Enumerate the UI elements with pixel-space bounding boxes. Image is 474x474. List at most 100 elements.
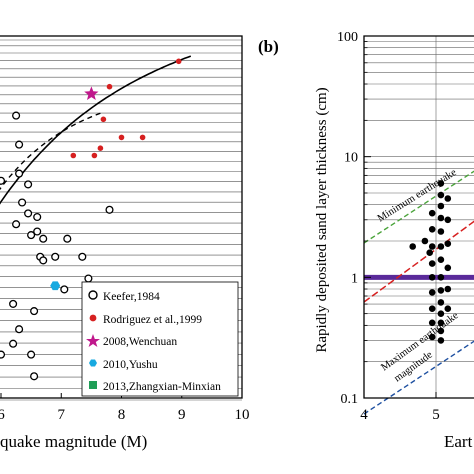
star-marker-icon bbox=[86, 334, 100, 347]
data-point-keefer bbox=[9, 339, 18, 348]
data-point bbox=[444, 264, 452, 272]
y-tick-label: 1 bbox=[351, 271, 358, 286]
data-point-rodriguez bbox=[100, 116, 107, 123]
data-point-keefer bbox=[84, 274, 93, 283]
data-point-keefer bbox=[24, 209, 33, 218]
upper-bound-curve-dashed bbox=[0, 112, 101, 191]
panel-b-y-ticks: 0.1 1 10 100 bbox=[337, 30, 371, 407]
data-point bbox=[437, 202, 445, 210]
hexagon-marker-icon bbox=[89, 359, 97, 367]
data-point-rodriguez bbox=[118, 134, 125, 141]
data-point bbox=[426, 249, 434, 256]
data-point bbox=[437, 337, 445, 344]
data-point-rodriguez bbox=[139, 134, 146, 141]
data-point bbox=[437, 243, 445, 250]
data-point-keefer bbox=[39, 256, 48, 265]
data-point bbox=[428, 289, 436, 296]
y-tick-label: 0.1 bbox=[341, 392, 359, 407]
panel-a: 6 7 8 9 10 Keefer,1984 Rodriguez et al.,1999… bbox=[0, 35, 250, 451]
data-point bbox=[437, 287, 445, 294]
panel-b-points bbox=[409, 180, 452, 344]
y-tick-label: 10 bbox=[344, 151, 358, 166]
legend-box bbox=[81, 281, 239, 397]
data-point bbox=[437, 319, 445, 327]
data-point bbox=[444, 285, 452, 293]
x-tick-label: 5 bbox=[432, 407, 440, 423]
panel-b-label: (b) bbox=[258, 37, 279, 56]
legend-label: Rodriguez et al.,1999 bbox=[103, 314, 202, 326]
data-point bbox=[428, 274, 436, 281]
data-point-keefer bbox=[12, 111, 21, 120]
data-point-keefer bbox=[33, 227, 42, 236]
data-point-keefer bbox=[30, 307, 39, 316]
data-point bbox=[444, 305, 452, 313]
data-point-keefer bbox=[51, 252, 60, 261]
data-point bbox=[444, 216, 452, 224]
data-point bbox=[437, 180, 445, 187]
panel-a-x-axis-label: quake magnitude (M) bbox=[0, 432, 147, 451]
upper-bound-curve-solid bbox=[0, 55, 192, 205]
x-tick-label: 8 bbox=[118, 407, 126, 423]
data-point bbox=[421, 237, 429, 245]
data-point-keefer bbox=[105, 205, 114, 214]
data-point-rodriguez bbox=[175, 58, 182, 65]
legend-label: 2013,Zhangxian-Minxian bbox=[103, 381, 221, 393]
red-dot-marker-icon bbox=[89, 314, 97, 322]
legend-label: Keefer,1984 bbox=[103, 291, 160, 303]
legend-item-wenchuan: 2008,Wenchuan bbox=[86, 334, 177, 348]
data-point bbox=[437, 191, 445, 199]
data-point-keefer bbox=[39, 234, 48, 243]
data-point bbox=[428, 319, 436, 327]
data-point bbox=[437, 299, 445, 306]
data-point-keefer bbox=[78, 252, 87, 261]
x-tick-label: 9 bbox=[178, 407, 186, 423]
y-tick-label: 100 bbox=[337, 30, 358, 45]
panel-b-axes bbox=[363, 35, 474, 399]
x-tick-label: 7 bbox=[58, 407, 66, 423]
data-point bbox=[428, 209, 436, 217]
data-point bbox=[437, 214, 445, 222]
data-point-keefer bbox=[0, 350, 6, 359]
legend-item-zhangxian-minxian: 2013,Zhangxian-Minxian bbox=[89, 381, 221, 393]
data-point-keefer bbox=[33, 212, 42, 222]
data-point-keefer bbox=[30, 372, 39, 381]
panel-b-gridlines bbox=[364, 36, 474, 398]
data-point-keefer bbox=[60, 285, 69, 294]
data-point-rodriguez bbox=[106, 83, 113, 90]
x-tick-label: 6 bbox=[0, 407, 5, 423]
data-point bbox=[437, 228, 445, 235]
data-point bbox=[444, 240, 452, 247]
panel-b-lines bbox=[363, 170, 474, 415]
mean-line bbox=[363, 220, 474, 303]
data-point-keefer bbox=[63, 234, 72, 243]
legend-label: 2010,Yushu bbox=[103, 359, 158, 371]
data-point bbox=[437, 310, 445, 318]
data-point-rodriguez bbox=[91, 152, 98, 159]
panel-b-y-axis-label: Rapidly deposited sand layer thickness (… bbox=[314, 87, 330, 352]
panel-b-x-axis-label: Eart bbox=[444, 432, 473, 451]
data-point-keefer bbox=[27, 231, 36, 240]
data-point bbox=[409, 243, 417, 250]
data-point-keefer bbox=[27, 350, 36, 359]
data-point bbox=[428, 305, 436, 313]
panel-a-legend: Keefer,1984 Rodriguez et al.,1999 2008,W… bbox=[81, 281, 239, 397]
square-marker-icon bbox=[89, 381, 97, 389]
minimum-earthquake-line bbox=[363, 170, 474, 244]
data-point-keefer bbox=[9, 299, 18, 308]
data-point-rodriguez bbox=[97, 145, 104, 151]
data-point-keefer bbox=[24, 180, 33, 189]
legend-item-rodriguez: Rodriguez et al.,1999 bbox=[89, 314, 202, 326]
panel-a-curves bbox=[0, 55, 192, 205]
data-point bbox=[428, 226, 436, 233]
data-point bbox=[428, 243, 436, 250]
data-point-yushu bbox=[50, 281, 61, 291]
data-point bbox=[437, 256, 445, 264]
data-point-keefer bbox=[0, 176, 6, 185]
legend-item-keefer: Keefer,1984 bbox=[88, 290, 160, 303]
data-point-wenchuan bbox=[84, 86, 99, 100]
maximum-earthquake-line bbox=[363, 340, 474, 415]
data-point bbox=[444, 195, 452, 202]
